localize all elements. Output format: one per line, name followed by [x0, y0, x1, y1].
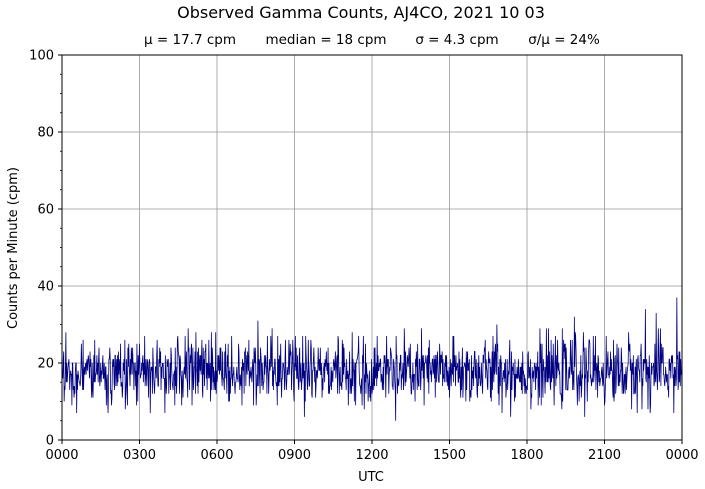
series-line — [61, 297, 683, 421]
x-tick-label: 2100 — [588, 448, 621, 463]
x-axis-label: UTC — [358, 470, 384, 485]
y-tick-label: 80 — [37, 126, 54, 141]
stat-mean: μ = 17.7 cpm — [144, 32, 236, 48]
grid-lines — [62, 55, 682, 440]
x-tick-label: 0000 — [45, 448, 78, 463]
y-tick-label: 100 — [29, 49, 54, 64]
y-tick-label: 0 — [46, 434, 54, 449]
x-tick-label: 0000 — [665, 448, 698, 463]
x-tick-label: 0300 — [123, 448, 156, 463]
y-tick-label: 40 — [37, 280, 54, 295]
y-tick-label: 20 — [37, 357, 54, 372]
x-tick-label: 0600 — [200, 448, 233, 463]
stat-sigma: σ = 4.3 cpm — [415, 32, 498, 48]
x-tick-label: 0900 — [278, 448, 311, 463]
y-tick-label: 60 — [37, 203, 54, 218]
axis-ticks: 0000 0300 0600 0900 1200 1500 1800 2100 00000204… — [29, 49, 698, 464]
x-tick-label: 1800 — [510, 448, 543, 463]
x-tick-label: 1500 — [433, 448, 466, 463]
stat-median: median = 18 cpm — [265, 32, 386, 48]
x-tick-label: 1200 — [355, 448, 388, 463]
stat-ratio: σ/μ = 24% — [528, 32, 600, 48]
chart-title: Observed Gamma Counts, AJ4CO, 2021 10 03 — [177, 3, 545, 22]
y-axis-label: Counts per Minute (cpm) — [6, 167, 21, 329]
